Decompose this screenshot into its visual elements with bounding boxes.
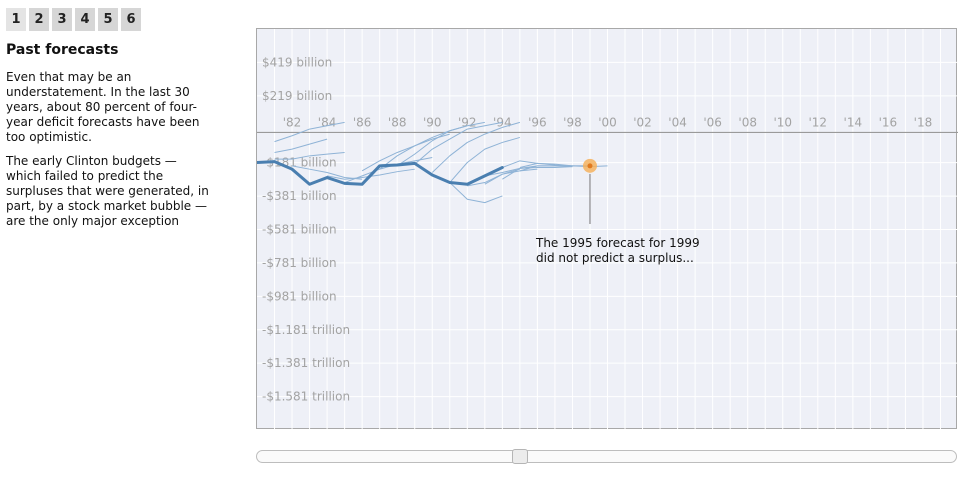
y-tick-label: -$1.581 trillion [262,390,350,404]
x-tick-label: '00 [598,115,617,129]
x-tick-label: '06 [703,115,722,129]
forecast-line [519,162,590,168]
x-tick-label: '86 [353,115,372,129]
x-tick-label: '92 [458,115,477,129]
forecast-line [431,121,521,173]
y-tick-label: -$1.381 trillion [262,356,350,370]
forecast-line [274,151,345,160]
x-tick-label: '04 [668,115,687,129]
year-slider[interactable] [256,449,957,464]
page-button-1[interactable]: 1 [6,8,26,31]
forecast-line [502,166,573,180]
section-title: Past forecasts [6,42,119,58]
forecast-line [449,182,503,204]
page-button-6[interactable]: 6 [121,8,141,31]
actual-deficit-line [257,160,504,186]
highlight-marker-center [587,163,593,169]
sidebar: Past forecasts Even that may be an under… [6,42,212,238]
page-button-2[interactable]: 2 [29,8,49,31]
y-tick-label: -$781 billion [262,256,337,270]
forecast-line [274,121,345,143]
forecast-line [467,168,521,187]
deficit-chart: $419 billion $219 billion -$181 billion -$3… [256,28,958,430]
x-tick-label: '90 [423,115,442,129]
chart-canvas: $419 billion$219 billion-$181 billion-$3… [257,29,958,430]
y-tick-label: $219 billion [262,89,332,103]
forecast-line [274,138,328,153]
slider-thumb[interactable] [511,449,528,464]
x-tick-label: '98 [563,115,582,129]
x-tick-label: '96 [528,115,547,129]
x-tick-label: '16 [879,115,898,129]
page-button-4[interactable]: 4 [75,8,95,31]
x-tick-label: '10 [773,115,792,129]
x-tick-label: '18 [914,115,933,129]
annotation-line-1: The 1995 forecast for 1999 [536,236,700,250]
forecast-line [291,165,363,180]
forecast-line [484,168,538,185]
page-button-5[interactable]: 5 [98,8,118,31]
paragraph-understatement: Even that may be an understatement. In t… [6,70,200,144]
forecast-line [396,121,485,167]
y-tick-label: -$1.181 trillion [262,323,350,337]
y-tick-label: -$581 billion [262,223,337,237]
page-selector: 1 2 3 4 5 6 [6,8,141,31]
x-tick-label: '12 [809,115,828,129]
x-tick-label: '84 [318,115,337,129]
y-tick-label: -$981 billion [262,289,337,303]
y-tick-label: -$381 billion [262,189,337,203]
x-tick-label: '08 [738,115,757,129]
page-button-3[interactable]: 3 [52,8,72,31]
x-tick-label: '88 [388,115,407,129]
annotation-line-2: did not predict a surplus... [536,251,694,265]
y-tick-label: $419 billion [262,55,332,69]
forecast-line [449,136,521,183]
paragraph-clinton-budgets: The early Clinton budgets — which failed… [6,154,209,228]
forecast-line [361,133,450,172]
forecast-line [414,121,503,165]
x-tick-label: '82 [283,115,302,129]
x-tick-label: '02 [633,115,652,129]
x-tick-label: '14 [844,115,863,129]
